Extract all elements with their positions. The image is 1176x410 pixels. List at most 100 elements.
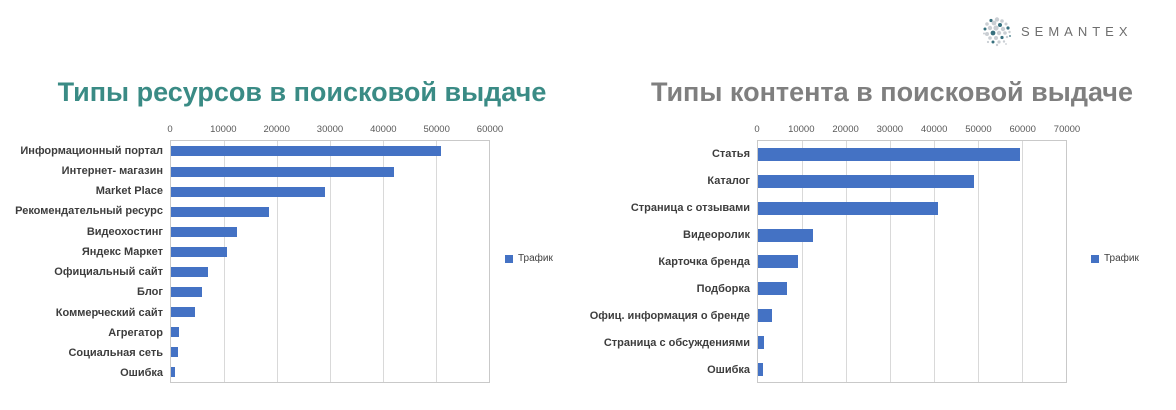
- dotted-sphere-icon: [983, 17, 1011, 47]
- bar: [171, 307, 196, 318]
- gridline: [436, 141, 437, 383]
- category-label: Интернет- магазин: [61, 164, 163, 177]
- gridline: [802, 141, 803, 383]
- bar: [171, 186, 325, 197]
- bar: [171, 286, 202, 297]
- category-label: Каталог: [707, 174, 750, 187]
- bar: [171, 347, 179, 358]
- category-label: Рекомендательный ресурс: [15, 205, 163, 218]
- bar: [758, 228, 813, 242]
- bar: [758, 335, 765, 349]
- chart-title: Типы ресурсов в поисковой выдаче: [57, 77, 547, 107]
- category-label: Официальный сайт: [54, 266, 163, 279]
- x-tick-label: 70000: [1053, 124, 1081, 136]
- chart-content-types: Типы контента в поисковой выдаче Статья К…: [589, 76, 1172, 384]
- x-tick-label: 40000: [370, 124, 397, 136]
- x-axis: 0 10000 20000 30000 40000 50000 60000: [167, 124, 503, 138]
- x-axis: 0 10000 20000 30000 40000 50000 60000 70000: [754, 124, 1080, 138]
- bar-row: [171, 161, 489, 181]
- x-tick-label: 10000: [788, 124, 815, 136]
- category-label: Коммерческий сайт: [55, 306, 163, 319]
- bar-row: [171, 322, 489, 342]
- category-label: Блог: [136, 286, 163, 299]
- category-label: Карточка бренда: [658, 255, 750, 268]
- x-tick-label: 10000: [210, 124, 237, 136]
- gridline: [277, 141, 278, 383]
- gridline: [330, 141, 331, 383]
- bar: [758, 255, 798, 269]
- bar: [758, 308, 773, 322]
- x-tick-label: 60000: [476, 124, 504, 136]
- bar-row: [171, 302, 489, 322]
- x-tick-label: 20000: [832, 124, 859, 136]
- bar-row: [758, 168, 1066, 195]
- bar-row: [171, 342, 489, 362]
- category-label: Market Place: [95, 185, 163, 198]
- plot-area-wrap: 0 10000 20000 30000 40000 50000 60000: [167, 124, 503, 384]
- category-label: Яндекс Маркет: [81, 245, 163, 258]
- x-tick-label: 0: [754, 124, 760, 136]
- semantex-logo: SEMANTEX: [982, 16, 1133, 47]
- plot-area: [757, 140, 1067, 384]
- category-axis: Информационный портал Интернет- магазин Ma…: [15, 124, 170, 383]
- bar-row: [758, 222, 1066, 249]
- bar: [171, 266, 209, 277]
- bar-row: [758, 275, 1066, 302]
- category-label: Страница с отзывами: [630, 201, 750, 214]
- category-label: Подборка: [696, 282, 750, 295]
- category-label: Ошибка: [707, 363, 750, 376]
- bar: [171, 327, 180, 338]
- bar: [171, 166, 394, 177]
- legend-swatch: [505, 254, 513, 263]
- bar-row: [171, 141, 489, 161]
- legend: Трафик: [505, 253, 553, 264]
- bar: [171, 206, 270, 217]
- bar-row: [171, 222, 489, 242]
- gridline: [1022, 141, 1023, 383]
- bar: [758, 148, 1020, 162]
- chart-title: Типы контента в поисковой выдаче: [650, 77, 1133, 107]
- bar: [171, 226, 238, 237]
- bar-row: [758, 249, 1066, 276]
- category-label: Ошибка: [120, 367, 163, 380]
- category-label: Видеохостинг: [86, 225, 163, 238]
- bar-row: [171, 202, 489, 222]
- bar: [758, 282, 788, 296]
- category-label: Социальная сеть: [68, 347, 163, 360]
- gridline: [978, 141, 979, 383]
- x-tick-label: 50000: [423, 124, 450, 136]
- bar-row: [171, 282, 489, 302]
- gridline: [383, 141, 384, 383]
- category-label: Офиц. информация о бренде: [589, 309, 750, 322]
- category-label: Информационный портал: [20, 144, 163, 157]
- bar: [171, 246, 227, 257]
- bar: [171, 367, 175, 378]
- gridline: [934, 141, 935, 383]
- x-tick-label: 50000: [965, 124, 992, 136]
- legend-label: Трафик: [1104, 253, 1139, 265]
- legend-swatch: [1091, 254, 1099, 263]
- x-tick-label: 20000: [263, 124, 290, 136]
- gridline: [224, 141, 225, 383]
- x-tick-label: 0: [167, 124, 173, 136]
- plot-area: [170, 140, 490, 384]
- category-axis: Статья Каталог Страница с отзывами Видеорол…: [589, 124, 757, 383]
- bar-chart: Информационный портал Интернет- магазин Ma…: [15, 124, 576, 384]
- chart-resource-types: Типы ресурсов в поисковой выдаче Информа…: [15, 76, 576, 384]
- plot-area-wrap: 0 10000 20000 30000 40000 50000 60000 70000: [754, 124, 1080, 384]
- bar-chart: Статья Каталог Страница с отзывами Видеорол…: [589, 124, 1172, 384]
- bar-row: [758, 329, 1066, 356]
- bar: [171, 146, 442, 157]
- x-tick-label: 40000: [920, 124, 948, 136]
- bar-row: [758, 302, 1066, 329]
- legend: Трафик: [1091, 253, 1139, 264]
- x-tick-label: 30000: [876, 124, 904, 136]
- x-tick-label: 30000: [316, 124, 344, 136]
- category-label: Страница с обсуждениями: [603, 336, 750, 349]
- bar-row: [171, 262, 489, 282]
- gridline: [846, 141, 847, 383]
- legend-label: Трафик: [518, 253, 553, 265]
- bar: [758, 201, 939, 215]
- logo-text: SEMANTEX: [1021, 24, 1133, 39]
